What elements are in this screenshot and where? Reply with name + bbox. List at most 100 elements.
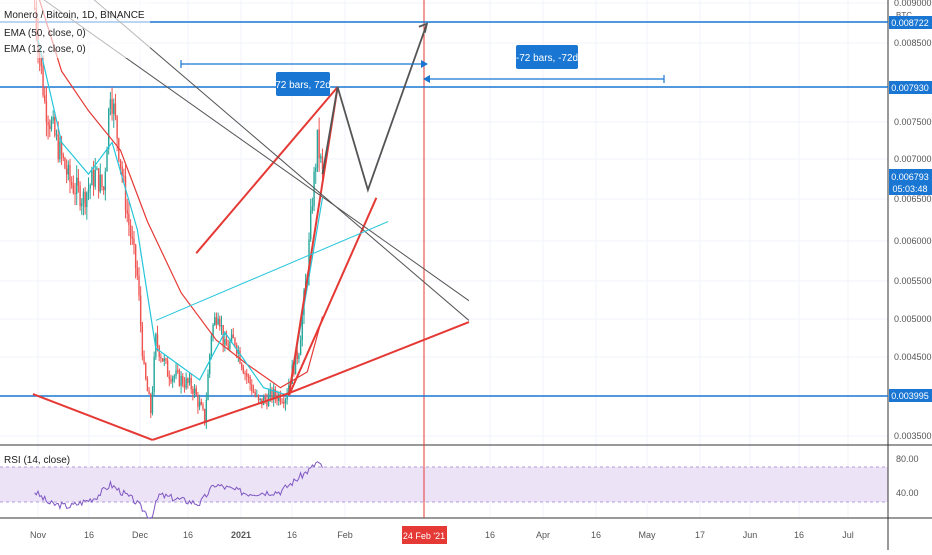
price-tick-4: 0.006500 [894, 194, 932, 204]
candle-body [70, 182, 73, 186]
candle-body [136, 267, 139, 276]
badge-support-label: 0.003995 [891, 391, 929, 401]
candle-body [59, 141, 61, 160]
rsi-line [34, 461, 323, 519]
candle-body [205, 399, 208, 424]
indicator-ema50[interactable]: EMA (50, close, 0) [4, 28, 86, 39]
candle-body [67, 164, 69, 175]
measure-forward[interactable]: 72 bars, 72d [180, 60, 428, 96]
trendline-red-5 [287, 197, 378, 397]
measure-back-label: -72 bars, -72d [516, 53, 578, 64]
candle-body [175, 370, 177, 376]
candle-body [266, 399, 268, 407]
candle-body [168, 376, 170, 380]
candle-body [40, 58, 43, 67]
candle-body [274, 389, 277, 397]
candle-body [321, 156, 324, 169]
candle-body [264, 397, 266, 400]
candle-body [124, 176, 127, 211]
candle-body [301, 315, 303, 341]
candle-body [286, 393, 288, 400]
candle-body [257, 395, 260, 400]
candle-body [299, 340, 302, 356]
candle-body [190, 377, 192, 390]
candle-body [296, 351, 298, 359]
measure-forward-badge [276, 72, 330, 96]
candle-body [195, 388, 197, 395]
candle-body [294, 351, 297, 375]
candle-body [247, 376, 250, 378]
price-tick-6: 0.005500 [894, 276, 932, 286]
ema12-line [37, 39, 324, 397]
candle-body [239, 350, 241, 364]
legend-backdrop [0, 0, 150, 58]
price-tick-2: 0.007500 [894, 117, 932, 127]
trendline-red-0 [32, 393, 153, 441]
candle-body [246, 373, 248, 377]
candle-body [219, 318, 221, 327]
candle-body [116, 116, 118, 139]
candle-body [183, 384, 186, 388]
candle-body [298, 355, 300, 359]
candle-body [139, 295, 142, 326]
candle-body [52, 117, 54, 121]
candle-body [108, 109, 110, 149]
candle-body [55, 134, 58, 136]
date-marker-label: 24 Feb '21 [403, 531, 445, 541]
candle-body [220, 325, 223, 327]
rsi-tick-80: 80.00 [896, 454, 919, 464]
time-tick-6: Feb [337, 530, 353, 540]
candle-body [113, 103, 115, 114]
measure-back-badge [516, 45, 578, 69]
trendline-red-1 [152, 392, 290, 441]
candle-body [156, 334, 159, 347]
candle-body [146, 378, 149, 392]
time-tick-10: May [638, 530, 656, 540]
time-tick-1: 16 [84, 530, 94, 540]
rsi-pane [34, 461, 323, 519]
candle-body [153, 356, 155, 393]
candle-body [170, 379, 172, 382]
grid [0, 0, 888, 518]
projection-path [321, 23, 428, 193]
price-tick-8: 0.004500 [894, 352, 932, 362]
time-axis[interactable]: Nov 16 Dec 16 2021 16 Feb 16 Apr 16 May … [30, 526, 854, 544]
rsi-label[interactable]: RSI (14, close) [4, 455, 70, 466]
candle-body [269, 389, 271, 395]
candle-body [180, 376, 182, 386]
measure-back[interactable]: -72 bars, -72d [423, 45, 665, 83]
price-axis[interactable]: BTC 0.009000 0.008500 0.007500 0.007000 … [889, 0, 932, 498]
time-tick-5: 16 [287, 530, 297, 540]
candle-body [111, 99, 113, 114]
price-tick-0: 0.009000 [894, 0, 932, 8]
candle-body [84, 191, 86, 208]
candle-body [217, 318, 219, 325]
candle-body [254, 392, 256, 396]
candle-body [109, 99, 112, 110]
indicator-ema12[interactable]: EMA (12, close, 0) [4, 44, 86, 55]
candle-body [86, 192, 88, 208]
candle-body [89, 185, 91, 189]
badge-resistance-mid-label: 0.007930 [891, 83, 929, 93]
candle-body [126, 210, 128, 214]
chart-title: Monero / Bitcoin, 1D, BINANCE [4, 10, 145, 21]
candle-body [129, 225, 132, 237]
ema50-line [38, 0, 324, 389]
candle-body [272, 389, 275, 400]
candle-body [134, 244, 137, 268]
time-tick-4: 2021 [231, 530, 251, 540]
candle-body [318, 129, 320, 159]
badge-resistance-mid [889, 81, 932, 94]
candle-body [311, 206, 314, 211]
time-tick-12: Jun [743, 530, 758, 540]
candle-body [187, 378, 189, 383]
candle-body [178, 370, 181, 386]
trendline-blue-8 [155, 221, 389, 321]
time-tick-9: 16 [591, 530, 601, 540]
price-tick-7: 0.005000 [894, 314, 932, 324]
ema-lines [37, 0, 324, 397]
time-tick-0: Nov [30, 530, 47, 540]
candle-body [92, 170, 95, 187]
candle-body [160, 356, 162, 359]
